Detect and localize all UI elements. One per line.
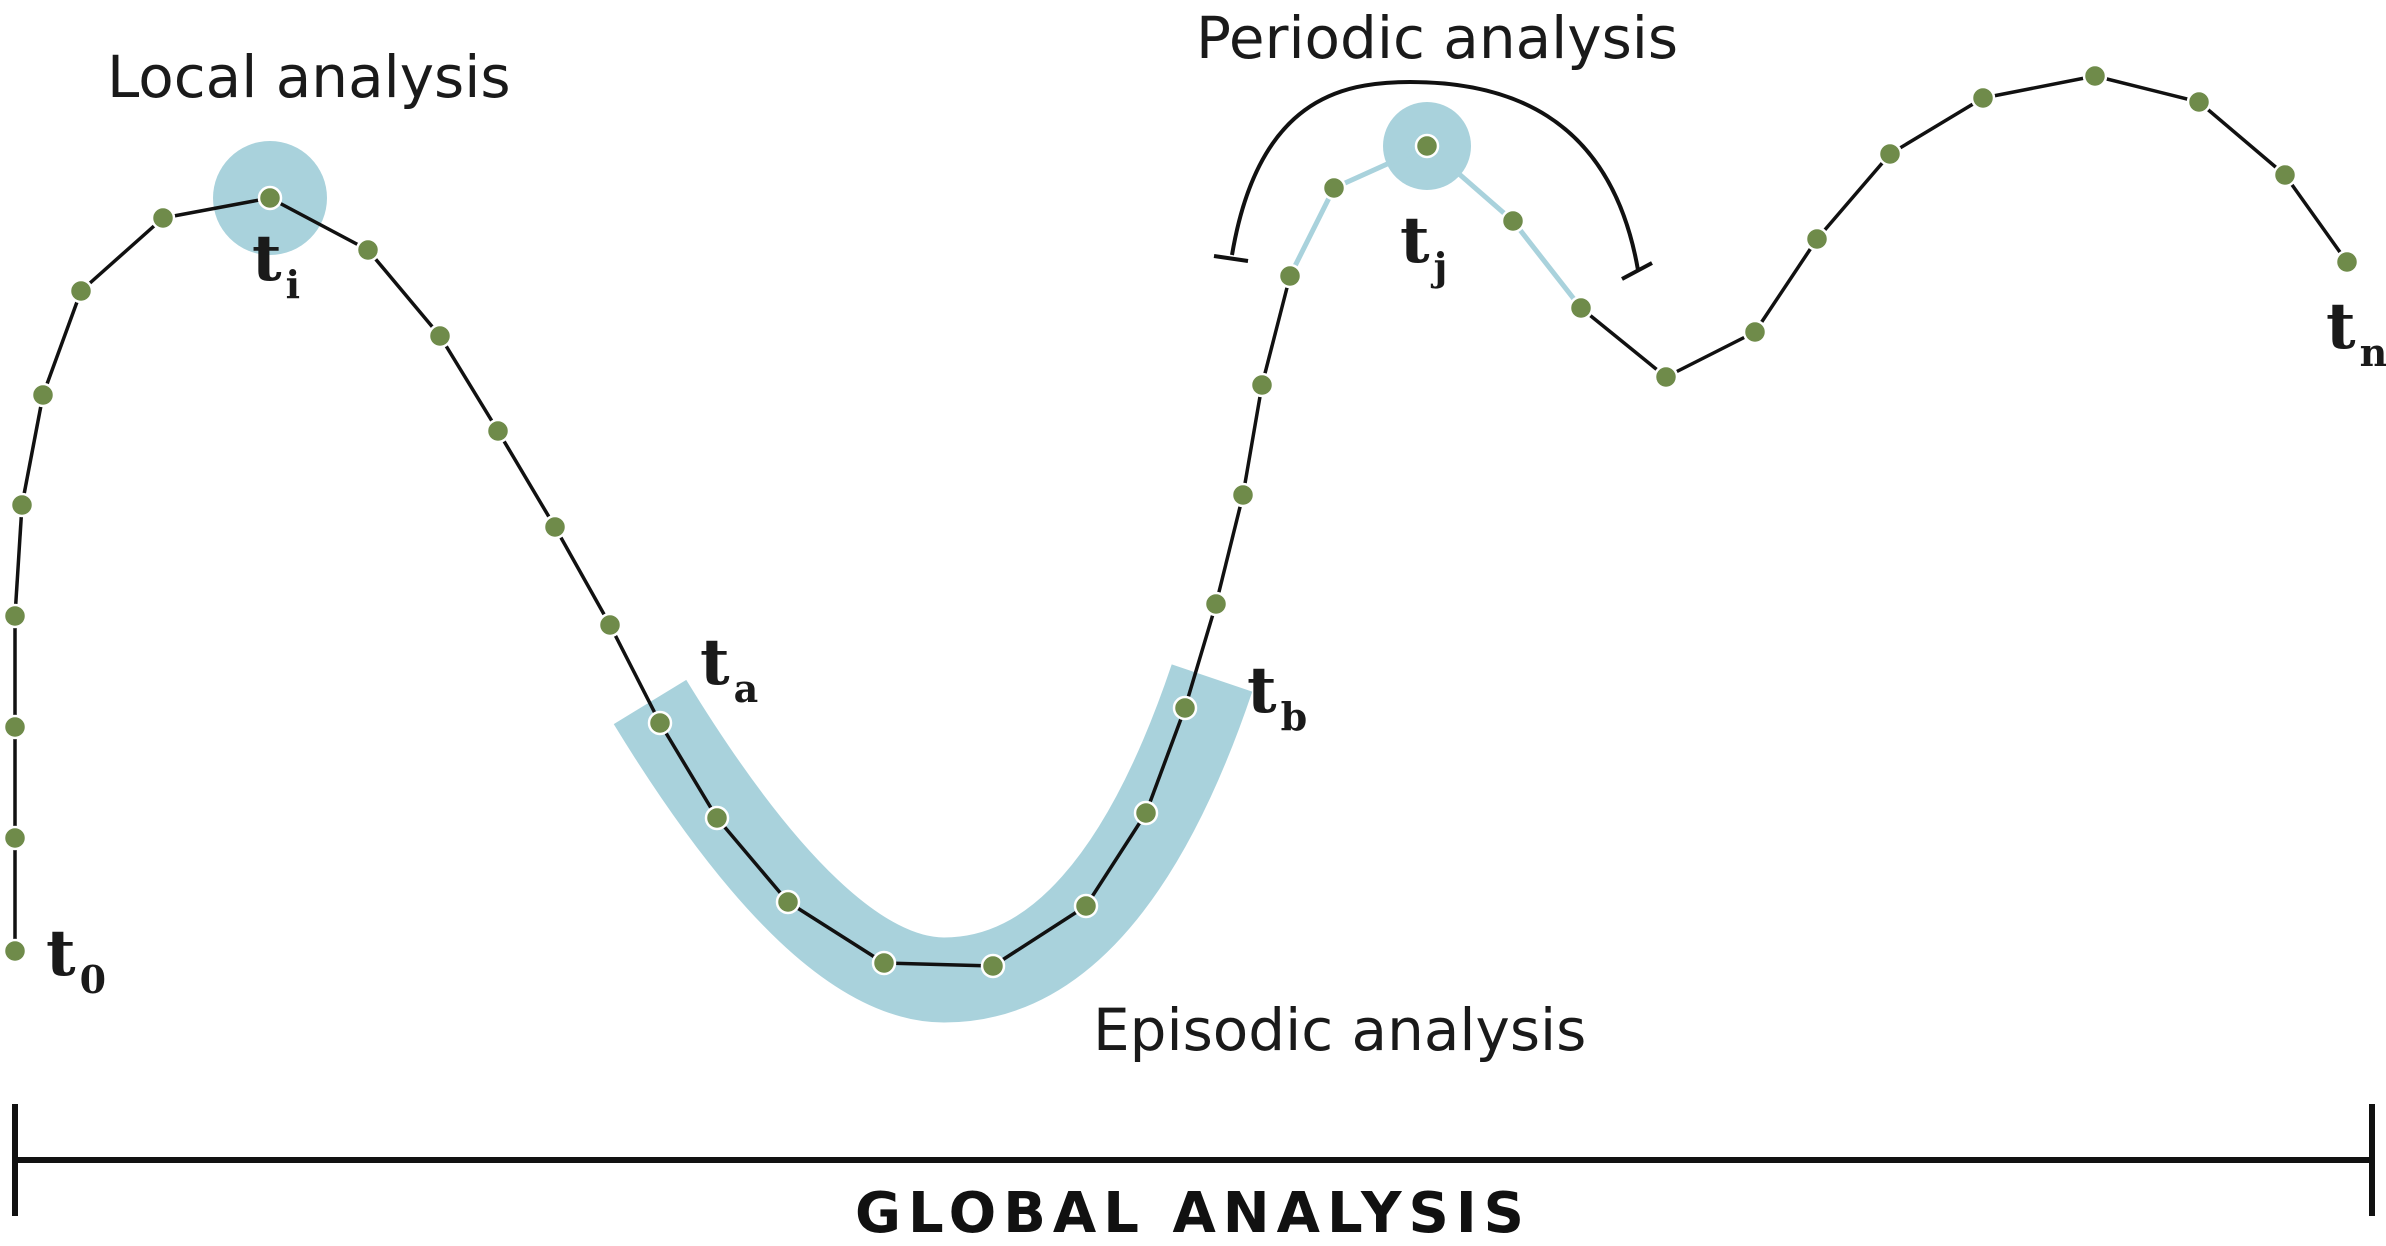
- series-segment: [2197, 100, 2287, 177]
- series-segment: [2094, 74, 2200, 104]
- time-point: [1230, 482, 1256, 508]
- time-point: [1877, 141, 1903, 167]
- series-segment: [1241, 384, 1264, 496]
- time-point: [355, 237, 381, 263]
- series-segment: [1815, 152, 1892, 241]
- time-point: [2186, 89, 2212, 115]
- time-point: [2, 714, 28, 740]
- series-segment: [787, 900, 885, 965]
- series-segment: [1084, 812, 1148, 907]
- series-segment: [162, 196, 271, 220]
- time-point: [2272, 162, 2298, 188]
- time-point: [597, 612, 623, 638]
- periodic-bracket-left-tick: [1213, 254, 1249, 263]
- series-segment: [1511, 219, 1583, 310]
- time-point: [1970, 85, 1996, 111]
- periodic-bracket-arc: [1230, 79, 1640, 271]
- episodic-highlight-band: [613, 664, 1253, 1023]
- time-point: [1203, 591, 1229, 617]
- time-point: [1172, 695, 1198, 721]
- time-point: [1277, 263, 1303, 289]
- series-segment: [496, 430, 557, 528]
- series-segment: [553, 526, 612, 626]
- series-segment: [1260, 275, 1292, 386]
- episodic-analysis-label: Episodic analysis: [1093, 996, 1586, 1064]
- global-analysis-label: GLOBAL ANALYSIS: [855, 1181, 1531, 1246]
- periodic-bracket: [1213, 79, 1653, 281]
- time-point: [2, 938, 28, 964]
- time-point: [871, 950, 897, 976]
- time-point: [1653, 364, 1679, 390]
- series-points: [2, 63, 2360, 979]
- time-point: [647, 710, 673, 736]
- time-point: [1073, 893, 1099, 919]
- series-segment: [79, 216, 165, 293]
- series-segment: [658, 722, 719, 819]
- series-segment: [366, 248, 442, 338]
- time-point: [775, 889, 801, 915]
- local-analysis-label: Local analysis: [107, 43, 511, 111]
- series-segment: [13, 504, 24, 617]
- series-segment: [269, 196, 369, 252]
- time-point: [257, 185, 283, 211]
- series-segment: [608, 624, 662, 724]
- time-point: [2, 825, 28, 851]
- series-segment: [1982, 74, 2096, 100]
- periodic-analysis-label: Periodic analysis: [1196, 4, 1678, 72]
- series-segment: [1214, 494, 1245, 605]
- series-segment: [1753, 238, 1819, 333]
- series-lines: [13, 74, 2349, 968]
- time-point: [1133, 800, 1159, 826]
- time-point: [1321, 175, 1347, 201]
- series-segment: [1889, 96, 1984, 156]
- time-point: [9, 492, 35, 518]
- series-segment: [1144, 707, 1187, 814]
- highlight-layer: [213, 102, 1471, 1023]
- time-point: [1568, 295, 1594, 321]
- series-segment: [20, 394, 45, 506]
- time-point: [980, 953, 1006, 979]
- time-point: [1249, 372, 1275, 398]
- periodic-bracket-right-tick: [1621, 261, 1653, 281]
- time-point: [1804, 226, 1830, 252]
- time-point: [68, 278, 94, 304]
- time-point: [1742, 319, 1768, 345]
- time-point: [2082, 63, 2108, 89]
- time-point: [427, 323, 453, 349]
- time-point: [150, 205, 176, 231]
- series-segment: [1579, 306, 1668, 379]
- time-point: [485, 418, 511, 444]
- time-point: [704, 805, 730, 831]
- time-point: [30, 382, 56, 408]
- series-segment: [715, 816, 790, 904]
- global-analysis-bar: [12, 1104, 2375, 1216]
- series-segment: [41, 290, 83, 396]
- series-segment: [1665, 330, 1756, 379]
- time-point: [542, 514, 568, 540]
- series-segment: [1332, 143, 1429, 191]
- series-segment: [1183, 603, 1218, 709]
- time-point: [2334, 249, 2360, 275]
- series-segment: [883, 961, 994, 968]
- series-segment: [992, 904, 1087, 968]
- series-segment: [1425, 144, 1515, 223]
- series-segment: [2283, 173, 2349, 264]
- series-segment: [438, 335, 500, 432]
- time-point: [1414, 133, 1440, 159]
- time-point: [1500, 208, 1526, 234]
- series-segment: [1287, 186, 1337, 278]
- time-point: [2, 603, 28, 629]
